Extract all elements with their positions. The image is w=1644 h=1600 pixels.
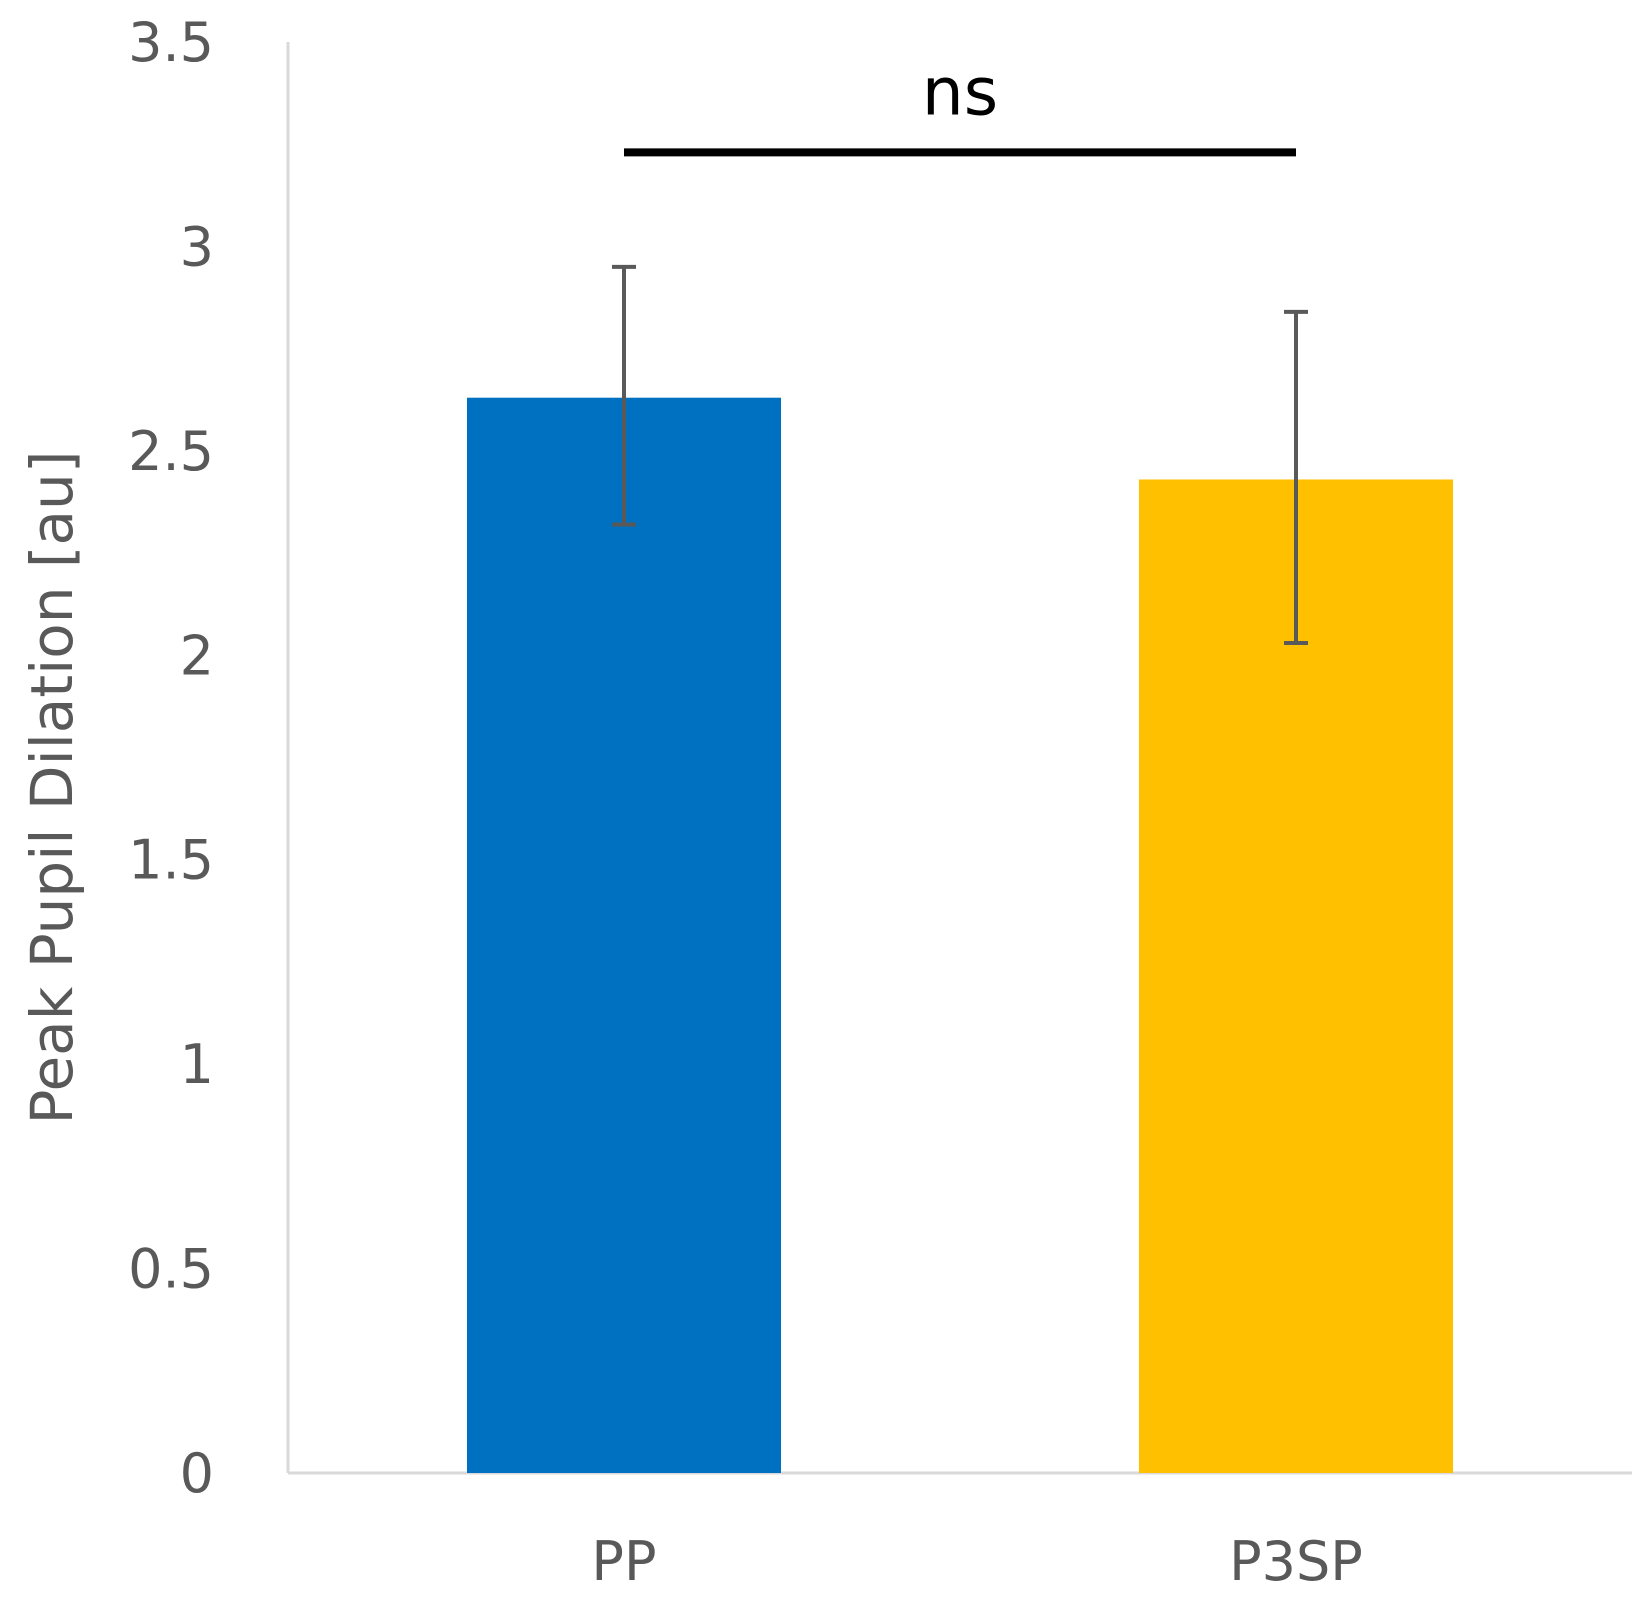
y-tick-label: 2.5 — [128, 420, 214, 483]
bars-group — [467, 397, 1453, 1474]
y-tick-label: 0.5 — [128, 1238, 214, 1301]
error-bar-p3sp — [1284, 309, 1308, 646]
error-bar-pp — [612, 264, 636, 527]
y-tick-label: 1 — [180, 1033, 214, 1096]
y-tick-label: 1.5 — [128, 829, 214, 892]
bar-p3sp — [1139, 479, 1453, 1473]
y-tick-label: 0 — [180, 1442, 214, 1505]
y-axis-title: Peak Pupil Dilation [au] — [18, 451, 86, 1125]
error-bars-group — [612, 264, 1308, 646]
x-tick-label: P3SP — [1229, 1530, 1363, 1593]
x-axis-labels: PP P3SP — [591, 1530, 1362, 1593]
significance-label: ns — [922, 53, 998, 130]
y-tick-label: 3.5 — [128, 11, 214, 74]
bar-pp — [467, 397, 781, 1474]
x-tick-label: PP — [591, 1530, 656, 1593]
y-tick-label: 2 — [180, 624, 214, 687]
y-axis-ticks: 0 0.5 1 1.5 2 2.5 3 3.5 — [128, 11, 214, 1505]
y-tick-label: 3 — [180, 215, 214, 278]
significance-annotation: ns — [624, 53, 1296, 157]
